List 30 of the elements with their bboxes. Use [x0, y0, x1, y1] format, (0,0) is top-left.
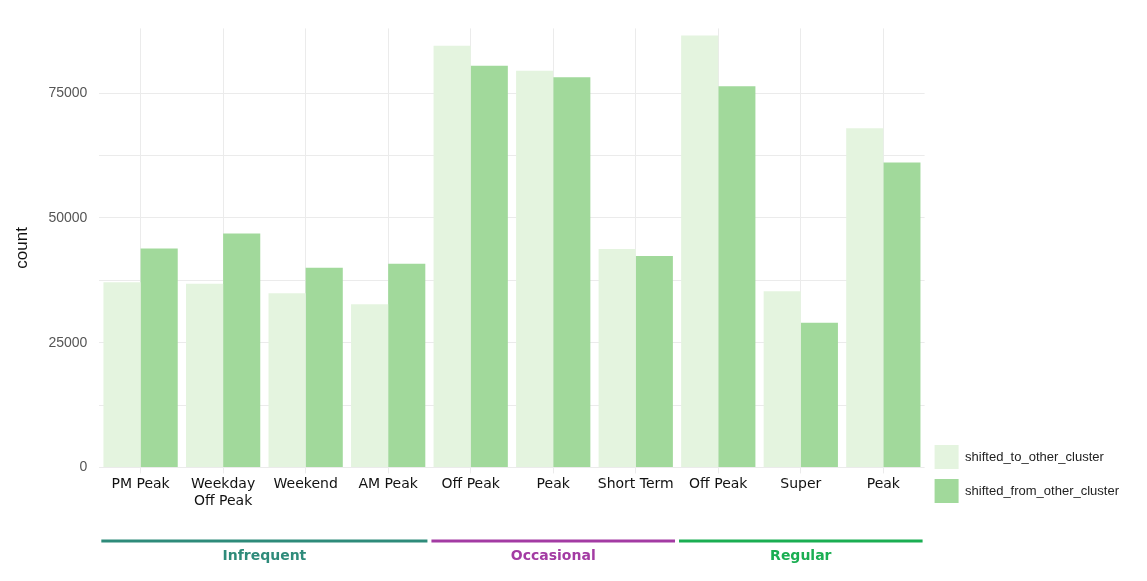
text: Occasional — [510, 546, 596, 563]
bar — [800, 322, 838, 467]
x-tick-label: Peak — [536, 475, 571, 492]
x-tick-label: AM Peak — [358, 475, 419, 492]
bar — [635, 255, 673, 467]
bar — [223, 233, 261, 467]
y-tick-label: 75000 — [48, 84, 88, 101]
bar — [140, 248, 178, 467]
x-tick-label: Weekend — [273, 475, 338, 492]
x-tick-label: PM Peak — [111, 475, 171, 492]
legend-label: shifted_from_other_cluster — [965, 482, 1120, 498]
x-tick-label: Off Peak — [441, 475, 501, 492]
x-tick-label: Short Term — [597, 475, 674, 492]
legend-label: shifted_to_other_cluster — [965, 448, 1105, 464]
y-axis-title: count — [11, 226, 31, 269]
bar — [470, 65, 508, 467]
bar — [718, 86, 756, 467]
bar — [883, 162, 921, 467]
x-tick-label: Super — [780, 475, 822, 492]
x-tick-label: Peak — [866, 475, 901, 492]
bar — [553, 77, 591, 467]
y-tick-label: 0 — [79, 458, 88, 475]
text: Regular — [770, 546, 832, 563]
bar — [388, 263, 426, 467]
bar — [305, 267, 343, 467]
text: Infrequent — [222, 546, 307, 563]
x-tick-label: Off Peak — [689, 475, 749, 492]
x-tick-label: Weekday Off Peak — [191, 475, 256, 509]
y-tick-label: 50000 — [48, 208, 88, 225]
y-tick-label: 25000 — [48, 333, 88, 350]
